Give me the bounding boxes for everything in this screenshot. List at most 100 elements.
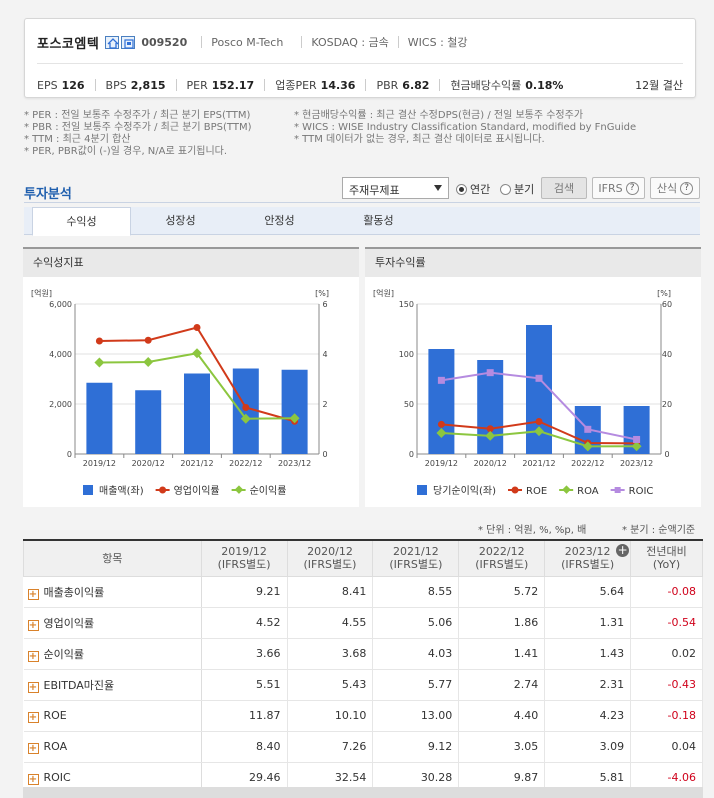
legend-label[interactable]: 영업이익률	[174, 484, 220, 497]
divider	[365, 79, 367, 91]
table-row: + EBITDA마진율 5.51 5.43 5.77 2.74 2.31 -0.43	[23, 669, 703, 701]
row-label[interactable]: + ROE	[23, 700, 202, 732]
line-point[interactable]	[633, 435, 641, 443]
expand-icon[interactable]: +	[27, 742, 39, 754]
line-point[interactable]	[485, 430, 496, 441]
expand-icon[interactable]: +	[27, 588, 39, 600]
row-label[interactable]: + 영업이익률	[23, 607, 202, 639]
tab-activity[interactable]: 활동성	[363, 214, 394, 227]
search-button[interactable]: 검색	[541, 177, 587, 199]
expand-icon[interactable]: +	[27, 650, 39, 662]
table-cell: 4.03	[372, 638, 460, 670]
line-point[interactable]	[95, 337, 103, 345]
bar[interactable]	[184, 373, 210, 455]
line-point[interactable]	[242, 404, 250, 411]
legend-label[interactable]: ROA	[577, 486, 599, 497]
x-tick-label: 2019/12	[83, 459, 116, 468]
divider	[175, 79, 177, 91]
add-column-icon[interactable]: +	[616, 543, 630, 557]
x-tick-label: 2019/12	[425, 459, 458, 468]
expand-icon[interactable]: +	[27, 773, 39, 785]
chevron-down-icon	[434, 185, 442, 191]
company-building-icon[interactable]	[121, 35, 136, 49]
left-tick-label: 100	[399, 350, 414, 359]
row-label[interactable]: + 매출총이익률	[23, 576, 202, 608]
line-point[interactable]	[143, 357, 154, 367]
quarter-radio[interactable]: 분기	[500, 181, 534, 197]
expand-icon[interactable]: +	[27, 619, 39, 631]
line-point[interactable]	[486, 369, 494, 377]
home-icon[interactable]	[105, 35, 120, 49]
table-cell: 9.12	[372, 731, 460, 763]
panel-title: 투자수익률	[365, 247, 701, 277]
line-point[interactable]	[437, 376, 445, 384]
formula-help-button[interactable]: 산식 ?	[650, 177, 700, 199]
row-label[interactable]: + EBITDA마진율	[23, 669, 202, 701]
legend-label[interactable]: 순이익률	[250, 485, 287, 497]
bar[interactable]	[135, 390, 162, 454]
line-point[interactable]	[193, 324, 201, 331]
line-point[interactable]	[94, 357, 105, 368]
statement-type-select[interactable]: 주재무제표	[342, 177, 449, 199]
left-tick-label: 2,000	[49, 400, 72, 409]
line-point[interactable]	[535, 374, 543, 382]
line-point[interactable]	[486, 425, 494, 433]
panel-title: 수익성지표	[23, 247, 359, 277]
table-cell: 1.31	[544, 607, 632, 639]
tab-stability[interactable]: 안정성	[264, 214, 295, 227]
table-cell: 3.09	[544, 731, 632, 763]
row-label[interactable]: + ROA	[23, 731, 202, 763]
legend-label[interactable]: ROIC	[629, 486, 654, 497]
tab-growth[interactable]: 성장성	[165, 214, 196, 227]
row-name: ROA	[43, 739, 68, 753]
annual-radio[interactable]: 연간	[456, 181, 490, 197]
return-chart: [억원] [%] 0 50 100 150 0 20 40 60 2019/12 2020/12 202…	[373, 288, 672, 497]
line-point[interactable]	[437, 420, 445, 428]
expand-icon[interactable]: +	[27, 681, 39, 693]
legend-label[interactable]: 당기순이익(좌)	[433, 485, 496, 497]
line-point[interactable]	[535, 418, 543, 425]
analysis-tabs: 수익성 성장성 안정성 활동성	[24, 207, 700, 236]
question-icon: ?	[680, 181, 694, 195]
expand-icon[interactable]: +	[27, 711, 39, 723]
legend-label[interactable]: 매출액(좌)	[99, 485, 144, 497]
bar[interactable]	[281, 369, 308, 454]
table-cell: 2.74	[458, 669, 546, 701]
question-icon: ?	[625, 181, 639, 195]
horizontal-scrollbar[interactable]	[23, 787, 703, 798]
divider	[94, 79, 96, 91]
row-name: 매출총이익률	[43, 585, 105, 599]
column-header: 항목	[23, 540, 202, 577]
line-point[interactable]	[192, 348, 202, 359]
x-tick-label: 2021/12	[522, 459, 555, 468]
row-name: ROE	[43, 708, 67, 722]
bar[interactable]	[428, 349, 455, 454]
footnotes-right: * 현금배당수익률 : 최근 결산 수정DPS(현금) / 전일 보통주 수정주…	[294, 110, 636, 146]
line-point[interactable]	[584, 425, 592, 433]
radio-label: 연간	[470, 183, 491, 196]
line-point[interactable]	[144, 336, 152, 344]
settlement-month: 12월 결산	[635, 79, 683, 92]
right-tick-label: 40	[662, 350, 672, 359]
ifrs-help-button[interactable]: IFRS ?	[592, 177, 645, 199]
row-name: 영업이익률	[43, 616, 95, 630]
tab-profitability[interactable]: 수익성	[32, 207, 131, 236]
legend-label[interactable]: ROE	[526, 486, 547, 497]
table-row: + ROE 11.87 10.10 13.00 4.40 4.23 -0.18	[23, 700, 703, 732]
metric-value: 152.17	[211, 78, 255, 92]
left-axis-unit: [억원]	[373, 288, 394, 298]
row-name: 순이익률	[43, 647, 84, 661]
line-point[interactable]	[240, 413, 251, 424]
radio-label: 분기	[514, 183, 535, 196]
table-cell: 5.77	[372, 669, 460, 701]
table-cell: 4.40	[458, 700, 546, 732]
bar[interactable]	[232, 368, 259, 455]
left-tick-label: 4,000	[49, 350, 72, 359]
bar[interactable]	[86, 382, 113, 454]
right-tick-label: 20	[662, 400, 672, 409]
section-underline	[24, 202, 700, 203]
yoy-cell: -0.18	[630, 700, 703, 732]
market-sector: KOSDAQ : 금속	[311, 36, 389, 49]
line-point[interactable]	[534, 426, 544, 437]
row-label[interactable]: + 순이익률	[23, 638, 202, 670]
